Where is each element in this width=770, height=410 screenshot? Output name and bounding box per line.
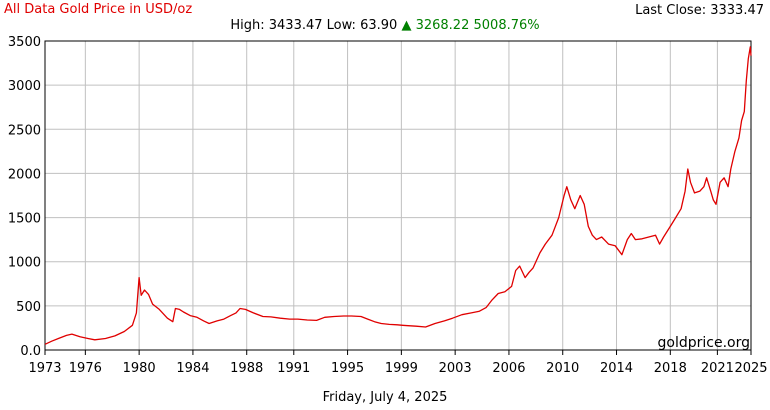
x-tick-label: 2010 <box>546 361 579 376</box>
change-value: 3268.22 <box>415 18 470 33</box>
x-tick-label: 1980 <box>123 361 156 376</box>
x-tick-label: 1984 <box>176 361 209 376</box>
watermark: goldprice.org <box>658 335 750 351</box>
last-close-value: 3333.47 <box>710 3 764 18</box>
footer-date: Friday, July 4, 2025 <box>322 390 448 405</box>
low-value: 63.90 <box>360 18 398 33</box>
change-percent: 5008.76% <box>473 18 540 33</box>
x-tick-label: 1988 <box>230 361 263 376</box>
high-value: 3433.47 <box>268 18 323 33</box>
last-close: Last Close: 3333.47 <box>635 3 764 18</box>
y-tick-label: 2000 <box>8 167 41 182</box>
high-label: High: <box>230 18 265 33</box>
x-tick-label: 2018 <box>654 361 687 376</box>
price-stats: High: 3433.47 Low: 63.90 ▲ 3268.22 5008.… <box>0 18 770 33</box>
x-tick-label: 2025 <box>734 361 767 376</box>
x-tick-label: 2014 <box>600 361 633 376</box>
low-label: Low: <box>326 18 356 33</box>
chart-grid <box>44 40 752 355</box>
last-close-label: Last Close: <box>635 3 707 18</box>
x-tick-label: 1973 <box>28 361 61 376</box>
x-tick-label: 2021 <box>701 361 734 376</box>
plot-frame <box>44 40 752 351</box>
price-line <box>44 46 752 345</box>
y-tick-label: 0.0 <box>20 344 41 359</box>
x-axis-labels: 1973 1976 1980 1984 1988 1991 1995 1999 2003 2006… <box>28 361 767 376</box>
y-tick-label: 3000 <box>8 79 41 94</box>
x-tick-label: 1995 <box>331 361 364 376</box>
y-tick-label: 500 <box>16 300 41 315</box>
y-tick-label: 3500 <box>8 35 41 50</box>
x-tick-label: 1991 <box>277 361 310 376</box>
x-tick-label: 1976 <box>69 361 102 376</box>
x-tick-label: 2003 <box>439 361 472 376</box>
chart-title: All Data Gold Price in USD/oz <box>4 2 193 17</box>
change-arrow-icon: ▲ <box>401 18 412 33</box>
y-axis-labels: 0.0 500 1000 1500 2000 2500 3000 3500 <box>8 35 41 359</box>
x-tick-label: 1999 <box>385 361 418 376</box>
y-tick-label: 2500 <box>8 123 41 138</box>
y-tick-label: 1500 <box>8 212 41 227</box>
y-tick-label: 1000 <box>8 256 41 271</box>
x-tick-label: 2006 <box>492 361 525 376</box>
